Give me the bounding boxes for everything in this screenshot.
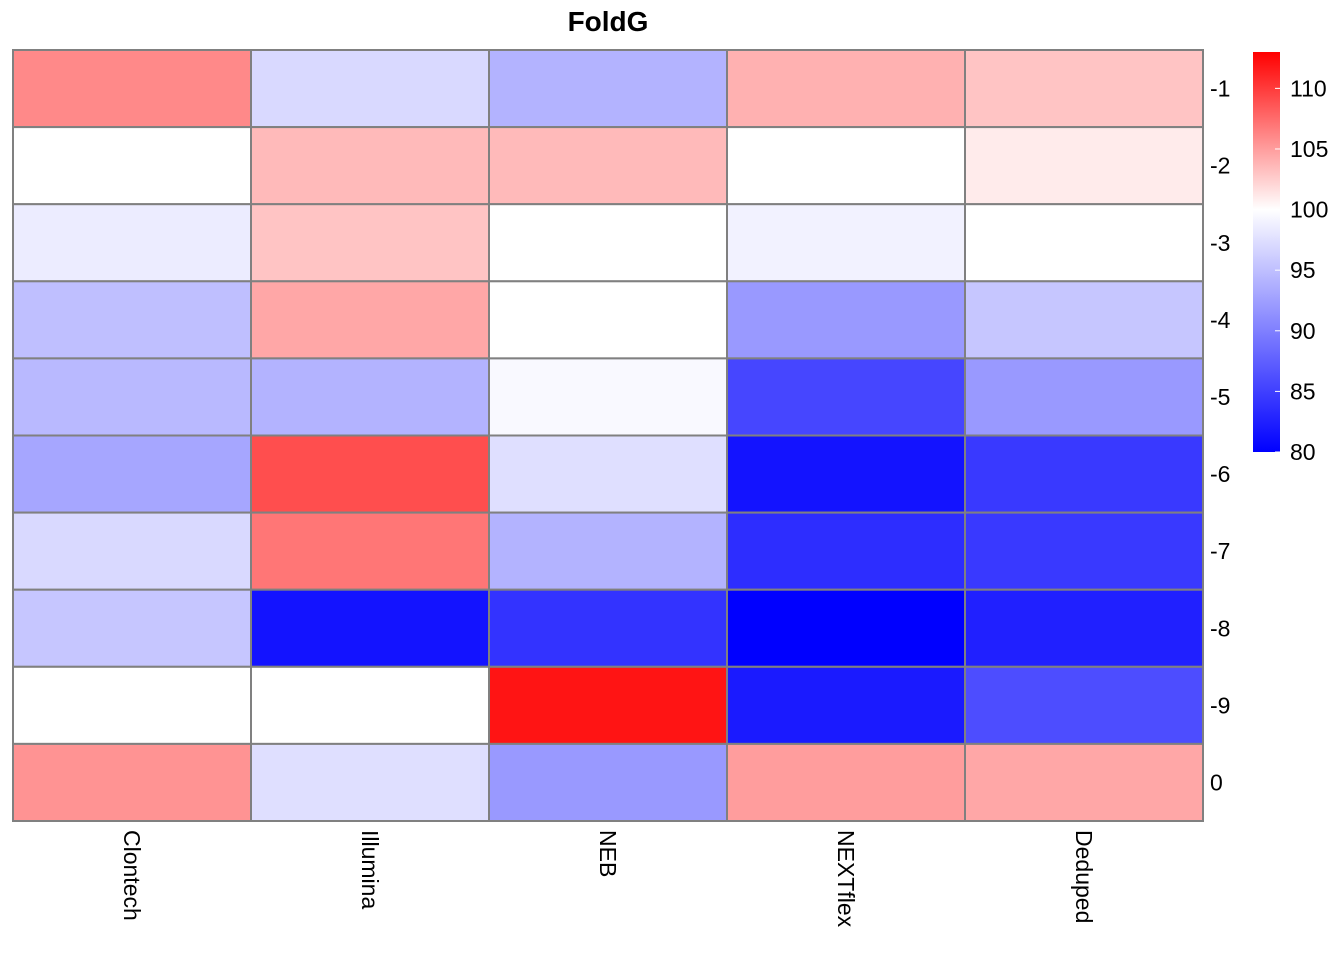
heatmap-cell--2-NEB [488,126,728,206]
heatmap-cell--7-Deduped [964,511,1204,591]
row-label: -6 [1210,461,1230,487]
row-label: -9 [1210,692,1230,718]
heatmap-cell--1-NEB [488,49,728,129]
heatmap-cell--7-Clontech [12,511,252,591]
heatmap-cell--2-Deduped [964,126,1204,206]
heatmap-cell-0-Clontech [12,742,252,823]
heatmap-cell--4-NEXTflex [726,280,966,360]
heatmap-cell--5-NEB [488,357,728,437]
heatmap-cell--1-Deduped [964,49,1204,129]
heatmap-cell--1-Clontech [12,49,252,129]
heatmap-cell--7-NEXTflex [726,511,966,591]
heatmap-cell-0-Illumina [250,742,490,823]
heatmap-cell--8-Clontech [12,588,252,668]
heatmap-cell--4-Clontech [12,280,252,360]
legend-tick-label: 105 [1290,136,1328,162]
heatmap-cell--3-Illumina [250,203,490,283]
heatmap-cell--2-Illumina [250,126,490,206]
heatmap-cell--6-NEXTflex [726,434,966,514]
row-label: -5 [1210,384,1230,410]
row-label: -4 [1210,307,1231,333]
heatmap-cell--6-Deduped [964,434,1204,514]
heatmap-cell--9-Clontech [12,665,252,745]
heatmap-cell--5-Deduped [964,357,1204,437]
heatmap-cell--5-Clontech [12,357,252,437]
row-label: 0 [1210,769,1223,795]
column-labels: Clontech Illumina NEB NEXTflex Deduped [119,830,1097,928]
legend-tick-label: 100 [1290,197,1328,223]
heatmap-cells [12,49,1204,823]
color-legend-ticks: 80 85 90 95 100 105 110 [1275,75,1328,465]
row-label: -7 [1210,538,1230,564]
row-labels: -1 -2 -3 -4 -5 -6 -7 -8 -9 0 [1210,76,1231,796]
row-label: -3 [1210,230,1230,256]
heatmap-cell--3-NEB [488,203,728,283]
heatmap-cell--5-Illumina [250,357,490,437]
heatmap-cell--8-Illumina [250,588,490,668]
heatmap-cell--4-Illumina [250,280,490,360]
heatmap-cell--2-Clontech [12,126,252,206]
heatmap-cell--6-Clontech [12,434,252,514]
heatmap-cell--1-NEXTflex [726,49,966,129]
heatmap-cell--7-Illumina [250,511,490,591]
heatmap-cell--4-Deduped [964,280,1204,360]
column-label: NEB [595,830,621,877]
heatmap-cell--7-NEB [488,511,728,591]
heatmap-cell--5-NEXTflex [726,357,966,437]
column-label: Clontech [119,830,145,921]
heatmap-cell--9-Deduped [964,665,1204,745]
heatmap-cell-0-NEB [488,742,728,823]
legend-tick-label: 80 [1290,439,1316,465]
legend-tick-label: 85 [1290,378,1316,404]
heatmap-cell-0-Deduped [964,742,1204,823]
row-label: -2 [1210,153,1230,179]
heatmap-cell--8-NEB [488,588,728,668]
heatmap-cell--3-Clontech [12,203,252,283]
heatmap-cell--8-Deduped [964,588,1204,668]
legend-tick-label: 110 [1290,75,1327,101]
heatmap-cell--3-NEXTflex [726,203,966,283]
heatmap-cell--9-NEB [488,665,728,745]
column-label: NEXTflex [833,830,859,928]
heatmap-cell--4-NEB [488,280,728,360]
heatmap-cell--8-NEXTflex [726,588,966,668]
column-label: Deduped [1071,830,1097,923]
row-label: -1 [1210,76,1230,102]
chart-title: FoldG [568,6,649,37]
heatmap-cell--6-NEB [488,434,728,514]
heatmap-cell--1-Illumina [250,49,490,129]
row-label: -8 [1210,615,1230,641]
column-label: Illumina [357,830,383,909]
heatmap-cell--9-NEXTflex [726,665,966,745]
heatmap-cell--2-NEXTflex [726,126,966,206]
heatmap-cell--6-Illumina [250,434,490,514]
heatmap-cell--3-Deduped [964,203,1204,283]
heatmap-cell--9-Illumina [250,665,490,745]
color-legend: 80 85 90 95 100 105 110 [1253,52,1328,465]
color-legend-bar [1253,52,1280,452]
legend-tick-label: 95 [1290,257,1316,283]
legend-tick-label: 90 [1290,318,1316,344]
heatmap-cell-0-NEXTflex [726,742,966,823]
